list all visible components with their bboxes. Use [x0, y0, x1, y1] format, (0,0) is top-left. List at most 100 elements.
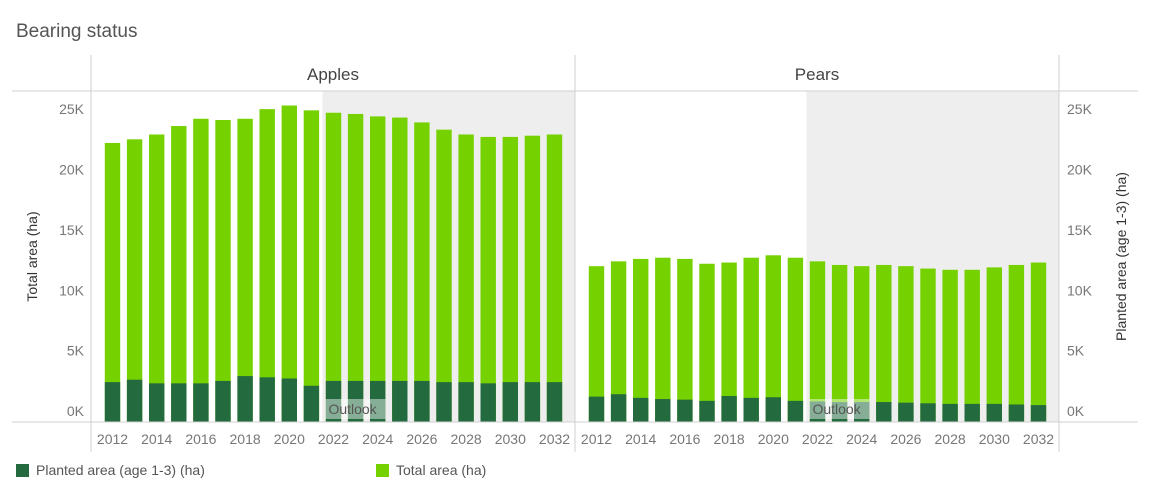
bar-total-pears-2030[interactable] — [986, 267, 1002, 422]
bar-total-pears-2031[interactable] — [1008, 264, 1025, 422]
legend-label-planted: Planted area (age 1-3) (ha) — [36, 462, 205, 478]
bar-planted-pears-2013[interactable] — [610, 394, 627, 422]
bar-planted-pears-2015[interactable] — [655, 399, 671, 422]
bar-planted-pears-2027[interactable] — [920, 403, 936, 422]
bar-total-apples-2018[interactable] — [237, 118, 253, 422]
legend-item-planted[interactable]: Planted area (age 1-3) (ha) — [16, 462, 205, 478]
bar-total-pears-2017[interactable] — [699, 263, 715, 422]
chart-title: Bearing status — [16, 21, 138, 42]
bar-total-apples-2019[interactable] — [259, 109, 275, 423]
bar-total-apples-2023[interactable] — [347, 113, 364, 423]
y-tick-label-right: 10K — [1067, 282, 1093, 298]
bar-planted-pears-2022[interactable] — [809, 401, 826, 422]
bar-planted-pears-2019[interactable] — [743, 397, 759, 422]
bar-total-pears-2023[interactable] — [831, 264, 848, 422]
bar-planted-apples-2028[interactable] — [458, 382, 474, 422]
bar-planted-apples-2013[interactable] — [126, 379, 143, 422]
bar-total-pears-2019[interactable] — [743, 257, 759, 422]
x-tick-label: 2032 — [1023, 431, 1054, 447]
bar-total-pears-2020[interactable] — [765, 255, 781, 422]
bar-total-apples-2012[interactable] — [104, 142, 121, 422]
bar-total-pears-2027[interactable] — [920, 268, 936, 422]
bar-planted-apples-2012[interactable] — [104, 382, 121, 422]
bar-total-pears-2022[interactable] — [809, 261, 826, 422]
bar-total-apples-2027[interactable] — [436, 129, 452, 423]
bar-total-apples-2032[interactable] — [546, 134, 563, 422]
legend-swatch-total — [376, 463, 389, 477]
bar-planted-pears-2012[interactable] — [588, 396, 605, 422]
bar-planted-pears-2021[interactable] — [787, 400, 804, 422]
bar-planted-apples-2021[interactable] — [303, 385, 320, 422]
bar-total-pears-2029[interactable] — [964, 269, 980, 422]
bar-planted-apples-2032[interactable] — [546, 382, 563, 422]
bar-total-apples-2028[interactable] — [458, 134, 474, 422]
bar-total-apples-2016[interactable] — [193, 118, 209, 422]
bar-total-apples-2020[interactable] — [281, 105, 297, 423]
bar-total-apples-2017[interactable] — [215, 119, 231, 422]
bar-planted-pears-2018[interactable] — [721, 396, 737, 422]
bar-planted-pears-2028[interactable] — [942, 403, 958, 422]
bar-planted-pears-2017[interactable] — [699, 400, 715, 422]
bar-planted-apples-2029[interactable] — [480, 383, 496, 422]
bar-planted-pears-2025[interactable] — [876, 402, 892, 422]
bar-total-pears-2015[interactable] — [655, 257, 671, 422]
bar-planted-pears-2029[interactable] — [964, 403, 980, 422]
bar-total-pears-2018[interactable] — [721, 262, 737, 422]
bar-planted-pears-2026[interactable] — [898, 402, 914, 422]
bar-planted-apples-2026[interactable] — [414, 380, 430, 422]
bar-total-pears-2025[interactable] — [876, 264, 892, 422]
x-tick-label: 2018 — [714, 431, 745, 447]
bar-total-pears-2028[interactable] — [942, 269, 958, 422]
bar-total-apples-2015[interactable] — [171, 126, 187, 423]
bar-planted-pears-2024[interactable] — [854, 402, 870, 422]
y-tick-label-right: 5K — [1067, 343, 1085, 359]
x-tick-label: 2016 — [669, 431, 700, 447]
bar-planted-apples-2016[interactable] — [193, 383, 209, 422]
bar-total-apples-2024[interactable] — [370, 116, 386, 422]
bar-total-apples-2022[interactable] — [325, 112, 342, 423]
bar-total-apples-2021[interactable] — [303, 110, 320, 423]
bar-planted-pears-2016[interactable] — [677, 399, 693, 422]
bar-total-pears-2012[interactable] — [588, 266, 605, 422]
bar-planted-apples-2025[interactable] — [392, 380, 408, 422]
x-tick-label: 2014 — [625, 431, 656, 447]
bar-planted-pears-2023[interactable] — [831, 402, 848, 422]
bar-planted-apples-2022[interactable] — [325, 380, 342, 422]
bar-planted-apples-2019[interactable] — [259, 377, 275, 422]
bar-total-apples-2031[interactable] — [524, 135, 541, 422]
bar-planted-pears-2014[interactable] — [633, 397, 649, 422]
bar-planted-pears-2032[interactable] — [1030, 405, 1047, 422]
bar-planted-pears-2030[interactable] — [986, 403, 1002, 422]
bar-total-apples-2013[interactable] — [126, 139, 143, 422]
bar-total-pears-2016[interactable] — [677, 258, 693, 422]
y-tick-label-left: 10K — [59, 282, 85, 298]
bar-planted-apples-2015[interactable] — [171, 383, 187, 422]
panel-header-pears: Pears — [795, 65, 839, 84]
bar-planted-apples-2023[interactable] — [347, 380, 364, 422]
bar-total-pears-2032[interactable] — [1030, 262, 1047, 422]
bar-total-apples-2014[interactable] — [149, 134, 165, 422]
bar-total-apples-2026[interactable] — [414, 122, 430, 423]
bar-total-pears-2021[interactable] — [787, 257, 804, 422]
y-tick-label-right: 25K — [1067, 101, 1093, 117]
bar-planted-pears-2031[interactable] — [1008, 404, 1025, 422]
bar-planted-apples-2027[interactable] — [436, 382, 452, 422]
bar-total-pears-2014[interactable] — [633, 258, 649, 422]
x-tick-label: 2028 — [935, 431, 966, 447]
bar-total-apples-2030[interactable] — [502, 136, 518, 423]
bar-planted-apples-2031[interactable] — [524, 382, 541, 422]
legend-item-total[interactable]: Total area (ha) — [376, 462, 486, 478]
bar-total-pears-2026[interactable] — [898, 266, 914, 422]
bar-total-pears-2024[interactable] — [854, 266, 870, 422]
y-tick-label-left: 25K — [59, 101, 85, 117]
bar-planted-apples-2017[interactable] — [215, 380, 231, 422]
bar-planted-pears-2020[interactable] — [765, 397, 781, 422]
bar-planted-apples-2030[interactable] — [502, 382, 518, 422]
bar-total-apples-2025[interactable] — [392, 117, 408, 422]
bar-planted-apples-2014[interactable] — [149, 383, 165, 422]
bar-planted-apples-2024[interactable] — [370, 380, 386, 422]
bar-planted-apples-2018[interactable] — [237, 376, 253, 422]
bar-planted-apples-2020[interactable] — [281, 378, 297, 422]
bar-total-pears-2013[interactable] — [610, 261, 627, 422]
bar-total-apples-2029[interactable] — [480, 136, 496, 423]
